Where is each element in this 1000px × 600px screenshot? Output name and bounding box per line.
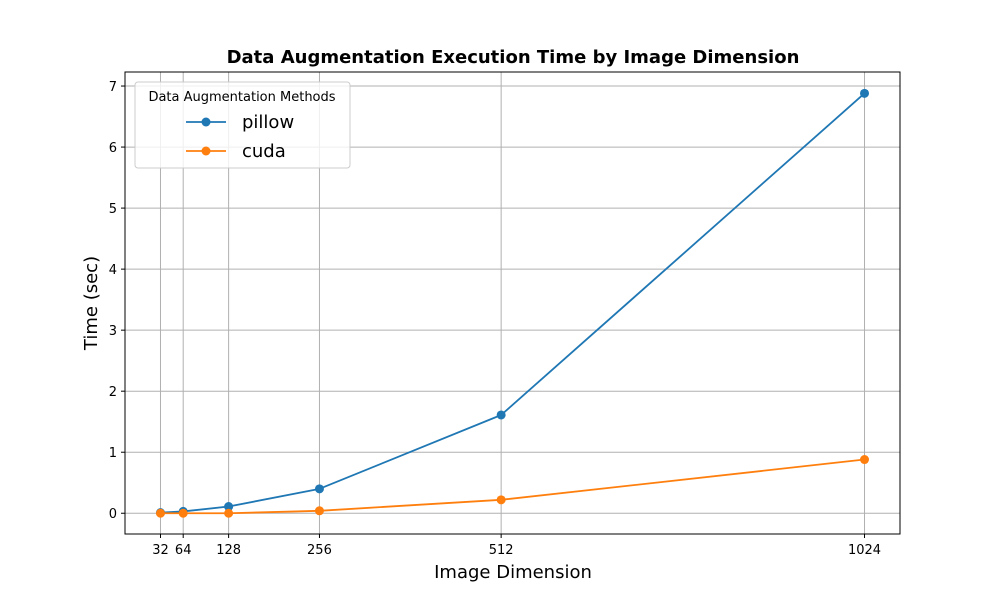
- legend-title: Data Augmentation Methods: [148, 90, 335, 105]
- legend-entry-cuda: cuda: [186, 141, 286, 162]
- y-tick-label: 3: [109, 324, 117, 339]
- data-point-cuda: [496, 495, 506, 505]
- y-tick-label: 5: [109, 202, 117, 217]
- x-tick-label: 32: [152, 543, 169, 558]
- y-axis-label: Time (sec): [81, 256, 102, 351]
- legend-marker: [201, 146, 211, 156]
- x-tick-label: 64: [175, 543, 192, 558]
- plot-frame: [124, 71, 901, 535]
- data-point-cuda: [178, 508, 188, 518]
- data-point-pillow: [496, 410, 506, 420]
- series-cuda: [155, 455, 870, 518]
- y-axis-ticks: 0 1 2 3 4 5 6 7: [109, 80, 125, 522]
- y-tick-label: 4: [109, 263, 117, 278]
- series-line-cuda: [160, 458, 865, 515]
- legend: Data Augmentation Methods pillow cuda: [134, 81, 351, 169]
- x-tick-label: 256: [307, 543, 332, 558]
- x-axis-label: Image Dimension: [434, 562, 592, 583]
- y-tick-label: 1: [109, 446, 117, 461]
- chart-title: Data Augmentation Execution Time by Imag…: [227, 47, 800, 68]
- y-tick-label: 6: [109, 141, 117, 156]
- data-point-pillow: [224, 502, 234, 512]
- y-tick-label: 2: [109, 385, 117, 400]
- legend-entries: pillow cuda: [186, 112, 294, 162]
- legend-marker: [201, 117, 211, 127]
- grid: [125, 72, 900, 534]
- legend-entry-pillow: pillow: [186, 112, 294, 133]
- data-point-cuda: [314, 506, 324, 516]
- legend-box: [134, 81, 351, 169]
- x-axis-ticks: 32 64 128 256 512 1024: [152, 534, 881, 558]
- legend-label: cuda: [242, 141, 286, 162]
- data-point-cuda: [155, 508, 165, 518]
- legend-label: pillow: [242, 112, 294, 133]
- x-tick-label: 128: [216, 543, 241, 558]
- data-point-pillow: [860, 88, 870, 98]
- y-tick-label: 7: [109, 80, 117, 95]
- y-tick-label: 0: [109, 507, 117, 522]
- data-point-cuda: [224, 508, 234, 518]
- data-point-pillow: [314, 484, 324, 494]
- series-layer: [155, 88, 870, 518]
- x-tick-label: 1024: [848, 543, 881, 558]
- data-point-cuda: [860, 455, 870, 465]
- x-tick-label: 512: [489, 543, 514, 558]
